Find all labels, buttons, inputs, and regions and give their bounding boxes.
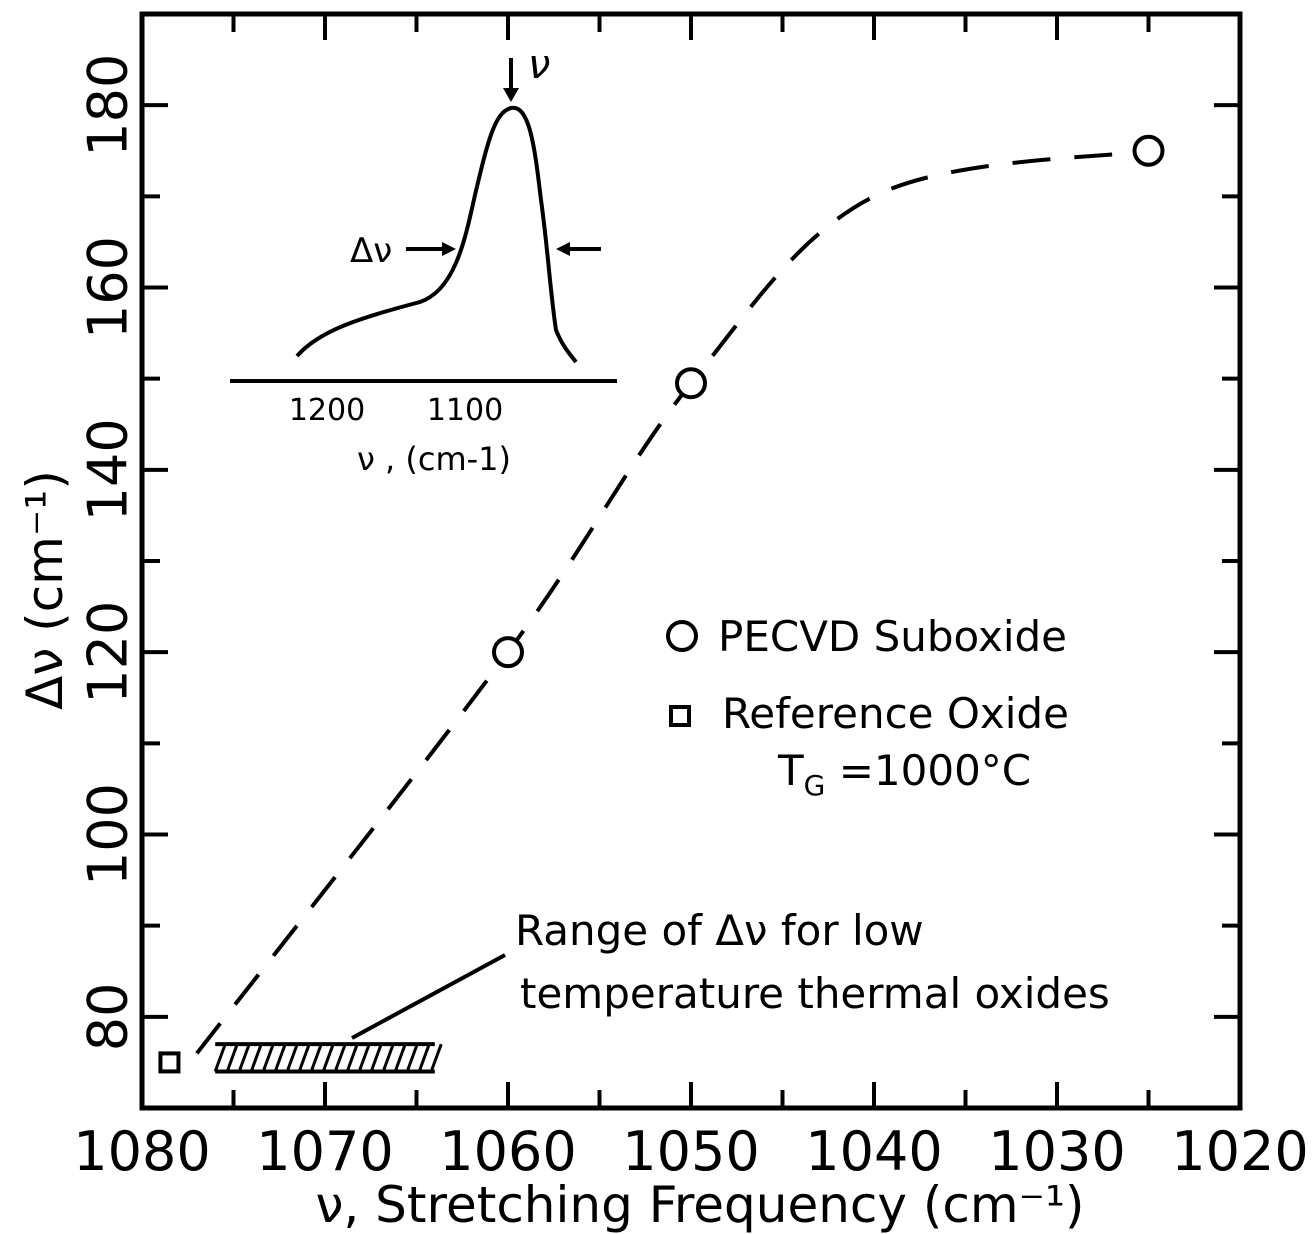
x-tick-label: 1060	[439, 1120, 576, 1183]
trend-curve-layer	[195, 148, 1149, 1055]
y-tick-label: 120	[77, 601, 140, 704]
range-band-hatch	[381, 1043, 395, 1073]
inset-chart: 1200 1100 ν , (cm-1) ν Δν	[230, 42, 617, 478]
y-tick-label: 160	[77, 236, 140, 339]
inset-x-axis-label: ν , (cm-1)	[357, 440, 511, 478]
range-band-hatch	[249, 1043, 263, 1073]
range-annotation-line-1: Range of Δν for low	[515, 906, 924, 955]
data-marks	[158, 134, 1165, 1074]
inset-peak-arrowhead	[503, 88, 519, 102]
range-band-hatch	[405, 1043, 419, 1073]
data-point-pecvd	[1132, 134, 1165, 167]
inset-x-tick-label: 1100	[427, 393, 503, 428]
legend-label-reference: Reference Oxide	[722, 689, 1069, 738]
data-point-pecvd	[492, 636, 524, 669]
range-band-hatch	[297, 1043, 311, 1073]
range-band-hatch	[333, 1043, 347, 1073]
data-point-reference	[158, 1051, 181, 1074]
x-tick-label: 1070	[256, 1120, 393, 1183]
range-band-hatch	[321, 1043, 335, 1073]
inset-width-label: Δν	[350, 231, 392, 271]
range-band-hatch	[285, 1043, 299, 1073]
legend-sublabel-reference: TG =1000°C	[777, 746, 1031, 802]
y-tick-label: 80	[77, 982, 140, 1051]
legend-label-pecvd: PECVD Suboxide	[718, 612, 1067, 661]
inset-x-tick-label: 1200	[289, 393, 365, 428]
inset-spectrum-curve	[295, 105, 578, 364]
range-band-hatch	[357, 1043, 371, 1073]
range-band-hatch	[369, 1043, 383, 1073]
range-band-hatch	[225, 1043, 239, 1073]
range-band-hatch	[417, 1043, 431, 1073]
ticks: 1080 1070 1060 1050 1040 1030 1020 80 100 120 140 1…	[73, 12, 1309, 1183]
inset-width-arrowhead-left	[442, 242, 456, 256]
legend-circle-marker	[666, 620, 698, 652]
x-tick-label: 1040	[805, 1120, 942, 1183]
y-axis-label: Δν (cm⁻¹)	[16, 470, 74, 710]
inset-peak-label: ν	[528, 42, 550, 88]
inset-width-arrowhead-right	[556, 242, 570, 256]
x-tick-label: 1030	[988, 1120, 1125, 1183]
trend-curve	[195, 148, 1149, 1055]
range-band-hatch	[393, 1043, 407, 1073]
range-band-hatch	[213, 1043, 227, 1073]
range-band-hatch	[261, 1043, 275, 1073]
data-point-pecvd	[675, 367, 707, 400]
range-band-hatch	[309, 1043, 323, 1073]
x-tick-label: 1080	[73, 1120, 210, 1183]
y-tick-label: 180	[77, 54, 140, 157]
y-tick-label: 140	[77, 418, 140, 521]
legend-square-marker	[669, 705, 691, 727]
range-band-hatch	[345, 1043, 359, 1073]
range-band-hatch	[273, 1043, 287, 1073]
range-band-layer: Range of Δν for low temperature thermal o…	[213, 906, 1110, 1074]
x-tick-label: 1020	[1171, 1120, 1308, 1183]
x-axis-label: ν, Stretching Frequency (cm⁻¹)	[315, 1176, 1084, 1234]
range-annotation-line-2: temperature thermal oxides	[520, 969, 1110, 1018]
range-annotation-pointer	[351, 953, 506, 1040]
legend: PECVD Suboxide Reference Oxide TG =1000°C	[666, 612, 1069, 802]
x-tick-label: 1050	[622, 1120, 759, 1183]
y-tick-label: 100	[77, 783, 140, 886]
range-band-hatch	[429, 1043, 443, 1073]
range-band-hatch	[237, 1043, 251, 1073]
